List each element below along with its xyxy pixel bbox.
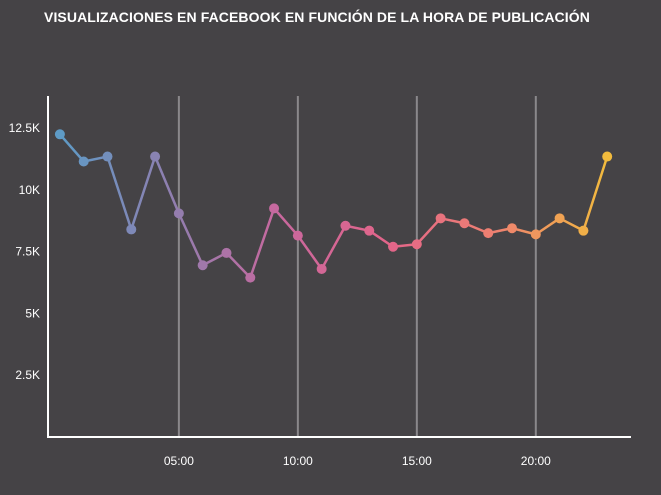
data-point [554, 213, 565, 224]
data-point [316, 263, 327, 274]
y-tick-label: 10K [19, 183, 40, 197]
data-point [602, 151, 613, 162]
data-point [530, 229, 541, 240]
data-point [173, 208, 184, 219]
y-tick-label: 7.5K [15, 245, 40, 259]
y-tick-label: 5K [25, 306, 40, 320]
x-tick-label: 15:00 [402, 454, 432, 468]
data-point [54, 129, 65, 140]
data-point [388, 241, 399, 252]
data-point [292, 230, 303, 241]
data-point [483, 228, 494, 239]
y-tick-label: 2.5K [15, 368, 40, 382]
data-point [507, 223, 518, 234]
data-point [269, 203, 280, 214]
data-point [459, 218, 470, 229]
data-point [102, 151, 113, 162]
data-point [78, 156, 89, 167]
x-tick-label: 20:00 [521, 454, 551, 468]
data-point [221, 247, 232, 258]
data-point [150, 151, 161, 162]
data-point [126, 224, 137, 235]
data-point [411, 239, 422, 250]
chart-title: VISUALIZACIONES EN FACEBOOK EN FUNCIÓN D… [44, 9, 590, 25]
data-point [245, 272, 256, 283]
data-point [435, 213, 446, 224]
data-point [197, 260, 208, 271]
x-tick-label: 10:00 [283, 454, 313, 468]
data-point [364, 225, 375, 236]
y-tick-label: 12.5K [9, 121, 40, 135]
data-point [340, 220, 351, 231]
x-tick-label: 05:00 [164, 454, 194, 468]
data-point [578, 225, 589, 236]
series-line [58, 133, 609, 279]
